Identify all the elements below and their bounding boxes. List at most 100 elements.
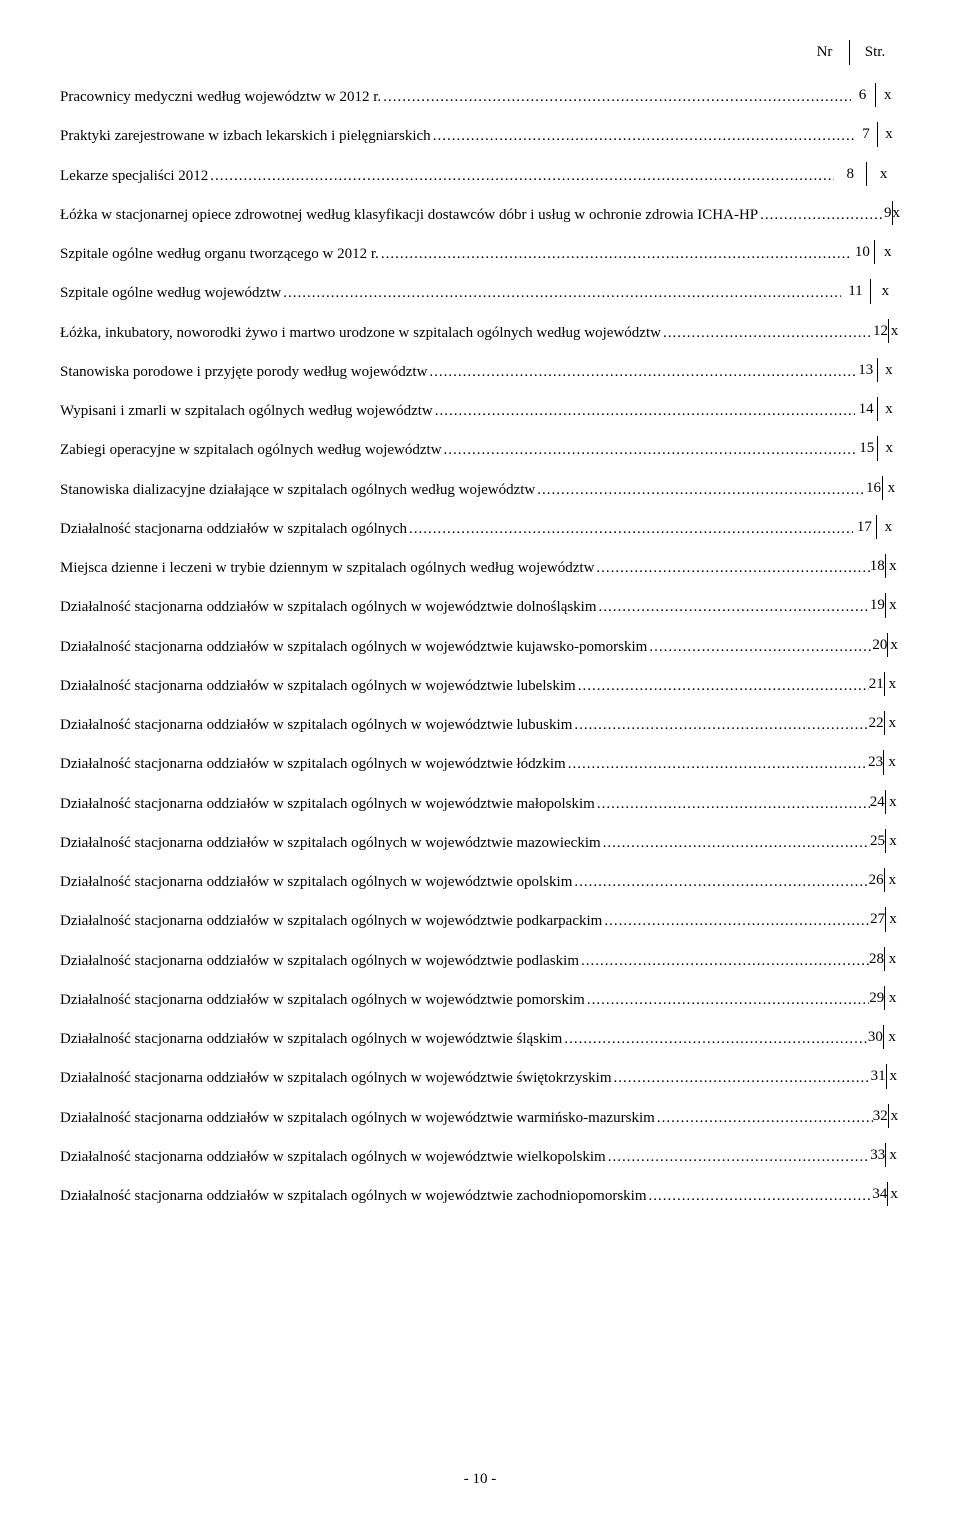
toc-entry-str: x [878,358,900,382]
dot-leader: ........................................… [576,676,869,696]
toc-entry-title: Działalność stacjonarna oddziałów w szpi… [60,1108,655,1128]
dot-leader: ........................................… [427,362,854,382]
dot-leader: ........................................… [566,754,868,774]
toc-entry-title: Działalność stacjonarna oddziałów w szpi… [60,597,597,617]
toc-entry-str: x [885,947,900,971]
dot-leader: ........................................… [381,87,850,107]
toc-entry-nr: 21 [869,672,885,696]
dot-leader: ........................................… [655,1108,873,1128]
toc-entry-str: x [886,790,900,814]
toc-entry-str: x [886,554,900,578]
toc-row: Wypisani i zmarli w szpitalach ogólnych … [60,397,900,421]
header-nr-label: Nr [800,40,850,65]
toc-entry-title: Działalność stacjonarna oddziałów w szpi… [60,911,602,931]
toc-entry-title: Działalność stacjonarna oddziałów w szpi… [60,951,579,971]
toc-row: Działalność stacjonarna oddziałów w szpi… [60,515,900,539]
toc-entry-title: Działalność stacjonarna oddziałów w szpi… [60,1068,612,1088]
toc-entry-title: Wypisani i zmarli w szpitalach ogólnych … [60,401,433,421]
toc-entry-nr: 28 [869,947,885,971]
toc-entry-nr: 24 [870,790,886,814]
toc-entry-str: x [889,1104,900,1128]
dot-leader: ........................................… [594,558,869,578]
header-str-label: Str. [850,40,900,65]
toc-entry-title: Lekarze specjaliści 2012 [60,166,208,186]
toc-entry-nr: 10 [850,240,875,264]
toc-entry-str: x [886,829,900,853]
toc-entry-str: x [889,319,900,343]
toc-row: Zabiegi operacyjne w szpitalach ogólnych… [60,436,900,460]
toc-entry-title: Działalność stacjonarna oddziałów w szpi… [60,833,601,853]
toc-entry-str: x [876,83,900,107]
toc-header: Nr Str. [60,40,900,65]
toc-entry-str: x [871,279,900,303]
toc-entry-title: Zabiegi operacyjne w szpitalach ogólnych… [60,440,442,460]
toc-entry-title: Działalność stacjonarna oddziałów w szpi… [60,1147,606,1167]
toc-entry-str: x [885,711,900,735]
toc-entry-title: Praktyki zarejestrowane w izbach lekarsk… [60,126,431,146]
toc-row: Działalność stacjonarna oddziałów w szpi… [60,1025,900,1049]
toc-entry-nr: 9 [884,201,893,225]
toc-entry-nr: 34 [872,1182,888,1206]
toc-row: Stanowiska porodowe i przyjęte porody we… [60,358,900,382]
toc-entry-nr: 12 [873,319,889,343]
toc-header-cells: Nr Str. [800,40,900,65]
dot-leader: ........................................… [661,323,873,343]
toc-entry-title: Działalność stacjonarna oddziałów w szpi… [60,990,585,1010]
toc-row: Szpitale ogólne według organu tworzącego… [60,240,900,264]
toc-entry-title: Działalność stacjonarna oddziałów w szpi… [60,519,407,539]
dot-leader: ........................................… [647,637,872,657]
toc-entry-str: x [885,868,900,892]
toc-row: Pracownicy medyczni według województw w … [60,83,900,107]
toc-row: Łóżka w stacjonarnej opiece zdrowotnej w… [60,201,900,225]
toc-entry-nr: 33 [870,1143,886,1167]
toc-entry-nr: 32 [873,1104,889,1128]
toc-entry-title: Szpitale ogólne według organu tworzącego… [60,244,379,264]
toc-entry-str: x [893,201,901,225]
dot-leader: ........................................… [601,833,870,853]
toc-entry-title: Pracownicy medyczni według województw w … [60,87,381,107]
toc-entry-title: Działalność stacjonarna oddziałów w szpi… [60,754,566,774]
toc-entry-title: Łóżka, inkubatory, noworodki żywo i mart… [60,323,661,343]
toc-entry-title: Szpitale ogólne według województw [60,283,281,303]
dot-leader: ........................................… [758,205,884,225]
toc-entry-str: x [867,162,900,186]
toc-entry-str: x [878,397,900,421]
toc-body: Pracownicy medyczni według województw w … [60,83,900,1206]
dot-leader: ........................................… [572,715,868,735]
toc-entry-title: Działalność stacjonarna oddziałów w szpi… [60,794,595,814]
toc-entry-str: x [875,240,900,264]
toc-entry-title: Stanowiska dializacyjne działające w szp… [60,480,535,500]
toc-entry-nr: 27 [870,907,886,931]
dot-leader: ........................................… [612,1068,871,1088]
toc-entry-title: Działalność stacjonarna oddziałów w szpi… [60,1186,647,1206]
toc-row: Działalność stacjonarna oddziałów w szpi… [60,986,900,1010]
toc-entry-str: x [884,1025,900,1049]
toc-row: Działalność stacjonarna oddziałów w szpi… [60,633,900,657]
toc-row: Działalność stacjonarna oddziałów w szpi… [60,829,900,853]
toc-entry-nr: 26 [869,868,885,892]
toc-entry-nr: 17 [853,515,877,539]
toc-entry-title: Działalność stacjonarna oddziałów w szpi… [60,676,576,696]
dot-leader: ........................................… [579,951,869,971]
toc-entry-str: x [877,515,900,539]
toc-entry-str: x [884,750,900,774]
toc-entry-nr: 19 [870,593,886,617]
toc-entry-str: x [885,986,900,1010]
dot-leader: ........................................… [433,401,856,421]
toc-row: Działalność stacjonarna oddziałów w szpi… [60,711,900,735]
toc-row: Działalność stacjonarna oddziałów w szpi… [60,947,900,971]
toc-entry-str: x [887,1064,900,1088]
toc-entry-nr: 20 [872,633,888,657]
toc-entry-nr: 22 [869,711,885,735]
toc-entry-nr: 16 [865,476,883,500]
toc-entry-nr: 8 [834,162,867,186]
toc-entry-str: x [886,593,900,617]
dot-leader: ........................................… [379,244,850,264]
toc-entry-str: x [888,633,900,657]
toc-row: Działalność stacjonarna oddziałów w szpi… [60,790,900,814]
toc-entry-title: Miejsca dzienne i leczeni w trybie dzien… [60,558,594,578]
toc-row: Działalność stacjonarna oddziałów w szpi… [60,868,900,892]
toc-entry-nr: 6 [851,83,876,107]
toc-entry-nr: 18 [870,554,886,578]
toc-row: Miejsca dzienne i leczeni w trybie dzien… [60,554,900,578]
